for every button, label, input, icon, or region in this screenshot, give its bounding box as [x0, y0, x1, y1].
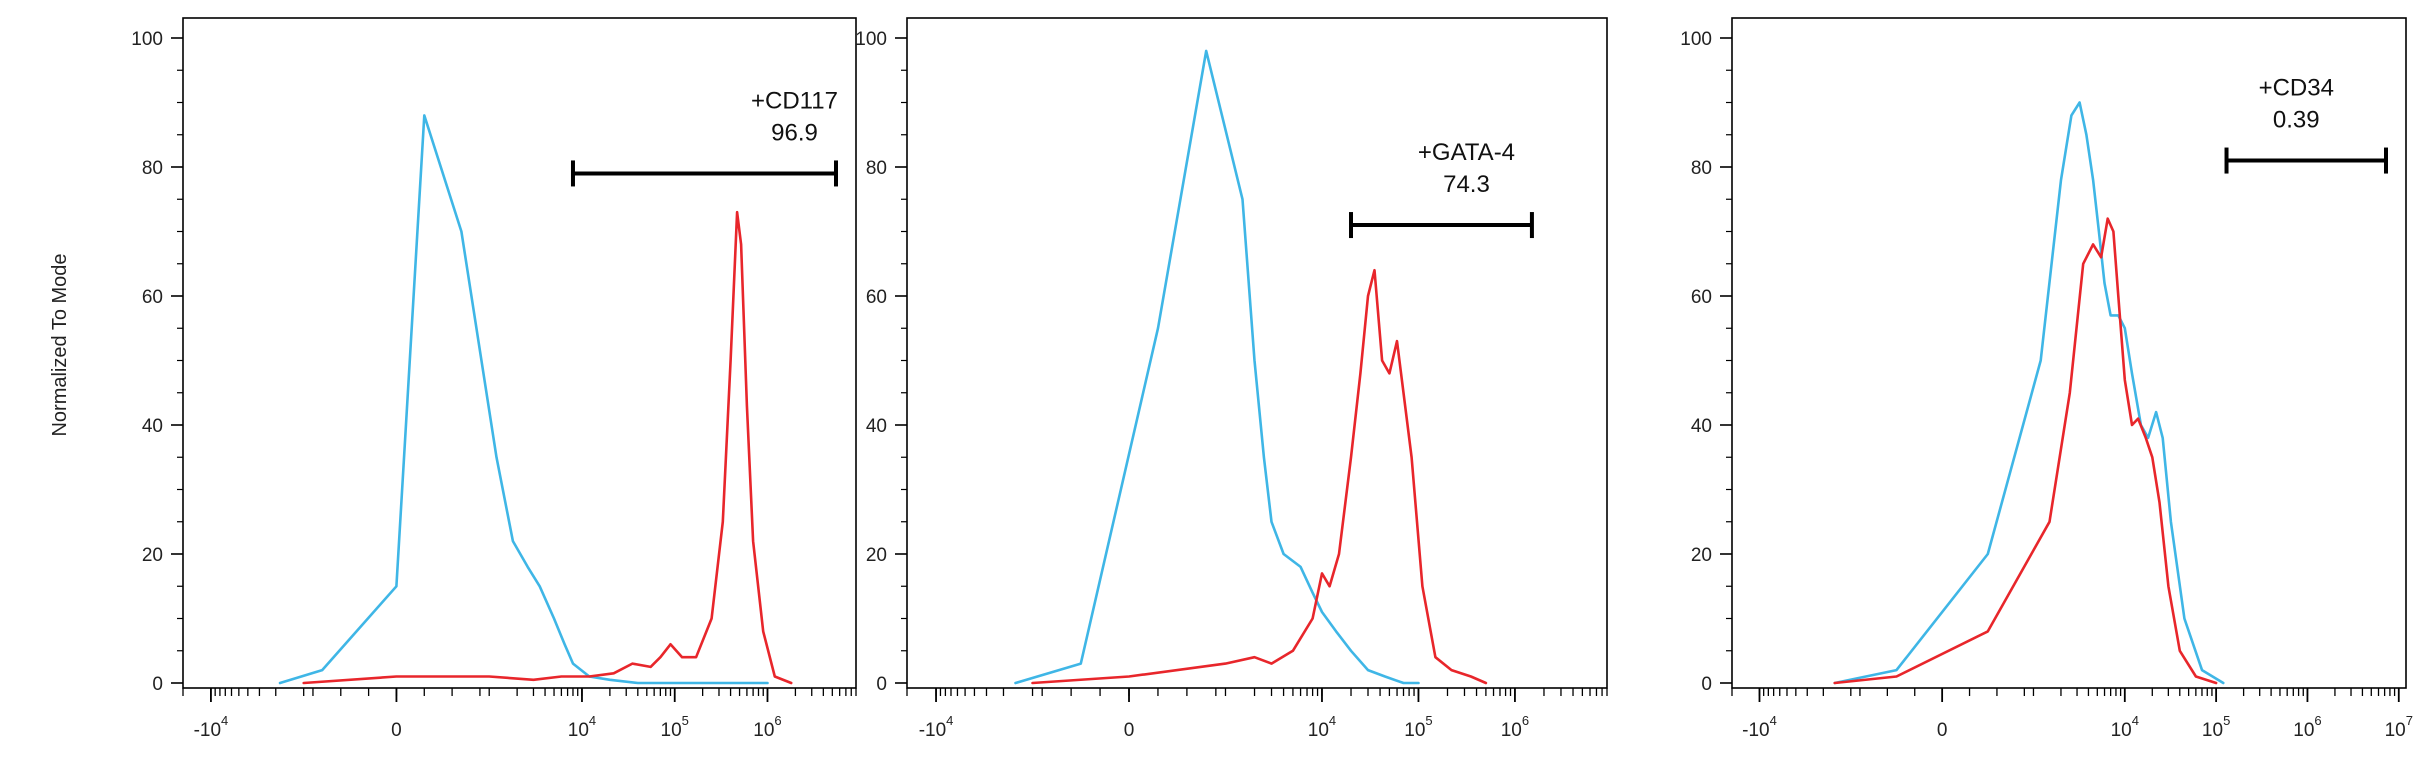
- gate-percent: 74.3: [1443, 171, 1490, 198]
- y-tick-label: 0: [152, 674, 163, 695]
- x-tick-label: 0: [391, 720, 402, 741]
- gate-name: +CD34: [2259, 75, 2334, 102]
- histogram-panel-cd34: 0 20 40 60 80 100 -104 0 104 105 106 107 +CD34 0.39: [1680, 17, 2413, 741]
- plot-frame: [182, 17, 857, 689]
- x-tick-label: -104: [1742, 713, 1777, 741]
- gate-percent: 0.39: [2273, 107, 2320, 134]
- gate-name: +GATA-4: [1418, 139, 1515, 166]
- x-tick-label: 104: [2111, 713, 2139, 741]
- plot-frame: [906, 17, 1608, 689]
- y-tick-label: 40: [1691, 416, 1712, 437]
- histogram-panel-cd117: 0 20 40 60 80 100 -104 0 104 105 106 +CD117 96.9: [131, 17, 857, 741]
- x-tick-label: 106: [2293, 713, 2321, 741]
- y-tick-label: 20: [142, 545, 163, 566]
- stained-histogram-line: [1833, 217, 2218, 685]
- control-histogram-line: [1014, 49, 1420, 685]
- y-tick-label: 100: [131, 29, 163, 50]
- y-tick-label: 100: [1680, 29, 1712, 50]
- stained-histogram-line: [302, 210, 793, 685]
- y-tick-label: 40: [866, 416, 887, 437]
- plot-frame: [1731, 17, 2407, 689]
- x-tick-label: 105: [2202, 713, 2230, 741]
- x-tick-label: 105: [661, 713, 689, 741]
- gate-name: +CD117: [751, 87, 838, 114]
- x-tick-label: -104: [919, 713, 954, 741]
- x-tick-label: 107: [2385, 713, 2413, 741]
- y-tick-label: 80: [1691, 158, 1712, 179]
- x-tick-label: -104: [194, 713, 229, 741]
- y-tick-label: 60: [866, 287, 887, 308]
- y-tick-label: 60: [142, 287, 163, 308]
- y-tick-label: 80: [866, 158, 887, 179]
- y-tick-label: 0: [1701, 674, 1712, 695]
- y-tick-label: 100: [855, 29, 887, 50]
- y-tick-label: 80: [142, 158, 163, 179]
- x-tick-label: 104: [1308, 713, 1336, 741]
- control-histogram-line: [1833, 101, 2225, 685]
- histogram-panel-gata-4: 0 20 40 60 80 100 -104 0 104 105 106 +GATA-4 74.3: [855, 17, 1608, 741]
- y-tick-label: 20: [866, 545, 887, 566]
- gate-percent: 96.9: [771, 119, 818, 146]
- y-tick-label: 20: [1691, 545, 1712, 566]
- x-tick-label: 0: [1937, 720, 1948, 741]
- y-tick-label: 0: [876, 674, 887, 695]
- x-tick-label: 0: [1124, 720, 1135, 741]
- y-axis-label: Normalized To Mode: [49, 253, 71, 436]
- x-tick-label: 106: [753, 713, 781, 741]
- control-histogram-line: [278, 114, 769, 685]
- x-tick-label: 105: [1404, 713, 1432, 741]
- y-tick-label: 60: [1691, 287, 1712, 308]
- x-tick-label: 104: [568, 713, 596, 741]
- stained-histogram-line: [1031, 268, 1488, 685]
- x-tick-label: 106: [1501, 713, 1529, 741]
- y-tick-label: 40: [142, 416, 163, 437]
